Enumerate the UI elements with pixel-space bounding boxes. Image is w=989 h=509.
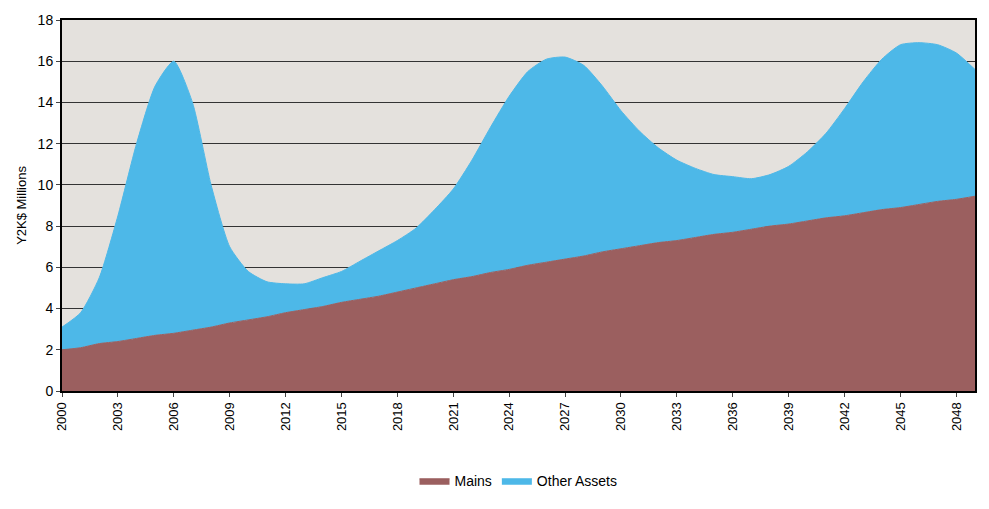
svg-text:16: 16 bbox=[38, 53, 54, 69]
svg-text:12: 12 bbox=[38, 136, 54, 152]
svg-text:Mains: Mains bbox=[455, 473, 492, 489]
svg-text:6: 6 bbox=[45, 259, 53, 275]
svg-text:2003: 2003 bbox=[110, 402, 125, 431]
svg-text:2024: 2024 bbox=[501, 402, 516, 431]
svg-text:2021: 2021 bbox=[446, 402, 461, 431]
svg-text:2009: 2009 bbox=[222, 402, 237, 431]
svg-text:2045: 2045 bbox=[893, 402, 908, 431]
svg-text:2030: 2030 bbox=[613, 402, 628, 431]
svg-text:2039: 2039 bbox=[781, 402, 796, 431]
svg-text:2033: 2033 bbox=[669, 402, 684, 431]
svg-text:2042: 2042 bbox=[837, 402, 852, 431]
svg-text:2027: 2027 bbox=[557, 402, 572, 431]
svg-text:14: 14 bbox=[38, 94, 54, 110]
svg-text:Y2K$ Millions: Y2K$ Millions bbox=[14, 166, 29, 245]
svg-text:4: 4 bbox=[45, 300, 53, 316]
svg-text:2012: 2012 bbox=[278, 402, 293, 431]
svg-text:10: 10 bbox=[38, 177, 54, 193]
svg-text:2015: 2015 bbox=[334, 402, 349, 431]
svg-text:8: 8 bbox=[45, 218, 53, 234]
svg-text:Other Assets: Other Assets bbox=[537, 473, 617, 489]
svg-text:0: 0 bbox=[45, 383, 53, 399]
svg-text:18: 18 bbox=[38, 12, 54, 28]
svg-text:2048: 2048 bbox=[949, 402, 964, 431]
svg-text:2: 2 bbox=[45, 342, 53, 358]
svg-text:2036: 2036 bbox=[725, 402, 740, 431]
svg-text:2000: 2000 bbox=[54, 402, 69, 431]
svg-text:2006: 2006 bbox=[166, 402, 181, 431]
svg-text:2018: 2018 bbox=[390, 402, 405, 431]
